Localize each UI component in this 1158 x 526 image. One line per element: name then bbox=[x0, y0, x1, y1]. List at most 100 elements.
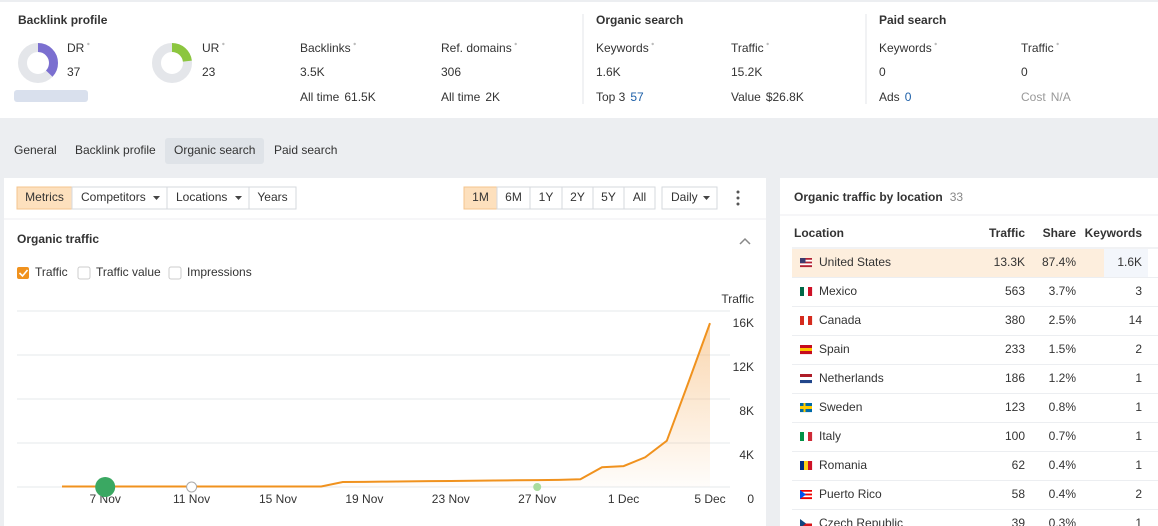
tab-active-bg bbox=[165, 138, 264, 164]
x-tick-label: 19 Nov bbox=[345, 492, 383, 506]
flag-stripe bbox=[800, 287, 805, 296]
button-label[interactable]: 2Y bbox=[570, 190, 585, 204]
metric-value: 15.2K bbox=[731, 65, 762, 79]
table-cell[interactable]: 1 bbox=[1135, 371, 1142, 385]
button-label[interactable]: 6M bbox=[505, 190, 522, 204]
button-label[interactable]: Metrics bbox=[25, 190, 64, 204]
table-cell: 13.3K bbox=[994, 255, 1025, 269]
table-cell: 100 bbox=[1005, 429, 1025, 443]
y-tick-label: 4K bbox=[739, 448, 754, 462]
flag-stripe bbox=[800, 259, 812, 262]
info-icon bbox=[651, 42, 654, 46]
table-cell[interactable]: 1 bbox=[1135, 516, 1142, 526]
tab[interactable]: Paid search bbox=[274, 143, 337, 157]
button-label[interactable]: Years bbox=[257, 190, 287, 204]
info-icon bbox=[87, 42, 90, 46]
table-cell[interactable]: 1 bbox=[1135, 429, 1142, 443]
toggle-label[interactable]: Traffic value bbox=[96, 265, 161, 279]
x-tick-label: 1 Dec bbox=[608, 492, 639, 506]
count: 33 bbox=[950, 190, 964, 204]
tab[interactable]: Organic search bbox=[174, 143, 255, 157]
line bbox=[62, 322, 711, 488]
flag-stripe bbox=[800, 345, 812, 349]
menu-dot bbox=[736, 190, 740, 194]
flag-stripe bbox=[800, 523, 812, 526]
x-tick-label: 11 Nov bbox=[173, 492, 210, 506]
checkbox[interactable] bbox=[168, 266, 182, 280]
table-cell: 0.3% bbox=[1049, 516, 1077, 526]
table-cell[interactable]: 14 bbox=[1129, 313, 1143, 327]
info-icon bbox=[222, 42, 225, 46]
flag-stripe bbox=[804, 432, 809, 441]
table-cell[interactable]: 1 bbox=[1135, 458, 1142, 472]
collapse-icon bbox=[739, 237, 751, 245]
checkbox[interactable] bbox=[77, 266, 91, 280]
table-cell: 186 bbox=[1005, 371, 1025, 385]
table-cell: 123 bbox=[1005, 400, 1025, 414]
sub-value: 61.5K bbox=[344, 90, 375, 104]
table-cell: 0.8% bbox=[1049, 400, 1077, 414]
table-cell: 233 bbox=[1005, 342, 1025, 356]
x-tick-label: 23 Nov bbox=[432, 492, 470, 506]
column-header: Traffic bbox=[989, 226, 1025, 240]
flag-stripe bbox=[800, 377, 812, 381]
button-label[interactable]: Locations bbox=[176, 190, 227, 204]
flag-stripe bbox=[800, 351, 812, 355]
toggle-label[interactable]: Traffic bbox=[35, 265, 68, 279]
metric-value: 0 bbox=[879, 65, 886, 79]
locations-panel bbox=[780, 178, 1158, 526]
metric-label: Ref. domains bbox=[441, 41, 512, 55]
metric-sub: Ads 0 bbox=[879, 90, 912, 104]
metric-value: 306 bbox=[441, 65, 461, 79]
sub-value: N/A bbox=[1051, 90, 1071, 104]
flag-stripe bbox=[800, 491, 812, 494]
donut-arc bbox=[152, 43, 192, 83]
event-marker[interactable] bbox=[95, 477, 116, 497]
flag bbox=[800, 403, 812, 413]
table-cell[interactable]: 2 bbox=[1135, 487, 1142, 501]
button-label[interactable]: All bbox=[633, 190, 646, 204]
event-marker[interactable] bbox=[186, 481, 198, 493]
tab[interactable]: Backlink profile bbox=[75, 143, 156, 157]
table-cell[interactable]: 2 bbox=[1135, 342, 1142, 356]
button-label[interactable]: 1Y bbox=[539, 190, 554, 204]
table-cell: 0.4% bbox=[1049, 487, 1077, 501]
metric-label: Backlinks bbox=[300, 41, 351, 55]
table-cell: 0.4% bbox=[1049, 458, 1077, 472]
button-label[interactable]: Daily bbox=[671, 190, 698, 204]
checkbox[interactable] bbox=[17, 267, 29, 279]
location-name: Mexico bbox=[819, 284, 857, 298]
table-cell[interactable]: 1 bbox=[1135, 400, 1142, 414]
table-cell: 563 bbox=[1005, 284, 1025, 298]
table-cell[interactable]: 3 bbox=[1135, 284, 1142, 298]
button[interactable] bbox=[623, 186, 656, 210]
location-name: Canada bbox=[819, 313, 861, 327]
column-header: Keywords bbox=[1085, 226, 1143, 240]
table-cell[interactable]: 1.6K bbox=[1117, 255, 1142, 269]
flag bbox=[800, 490, 812, 500]
section-title: Backlink profile bbox=[18, 13, 108, 27]
button-label[interactable]: 5Y bbox=[601, 190, 616, 204]
metric-value: 37 bbox=[67, 65, 81, 79]
flag-stripe bbox=[800, 258, 812, 260]
area bbox=[62, 323, 710, 487]
flag-stripe bbox=[808, 461, 813, 470]
flag-stripe bbox=[804, 461, 809, 470]
button[interactable] bbox=[248, 186, 297, 210]
sub-value: $26.8K bbox=[766, 90, 804, 104]
x-tick-label: 15 Nov bbox=[259, 492, 297, 506]
flag-stripe bbox=[800, 409, 812, 413]
flag-cross bbox=[803, 403, 806, 412]
tab[interactable]: General bbox=[14, 143, 57, 157]
event-marker[interactable] bbox=[533, 483, 542, 491]
sub-label: Cost bbox=[1021, 90, 1046, 104]
table-cell: 380 bbox=[1005, 313, 1025, 327]
button[interactable] bbox=[661, 186, 718, 210]
button-label[interactable]: Competitors bbox=[81, 190, 146, 204]
location-name: United States bbox=[819, 255, 891, 269]
toggle-label[interactable]: Impressions bbox=[187, 265, 252, 279]
column-header: Share bbox=[1043, 226, 1077, 240]
flag bbox=[800, 316, 813, 325]
row-highlight bbox=[792, 249, 1104, 277]
button-label[interactable]: 1M bbox=[472, 190, 489, 204]
